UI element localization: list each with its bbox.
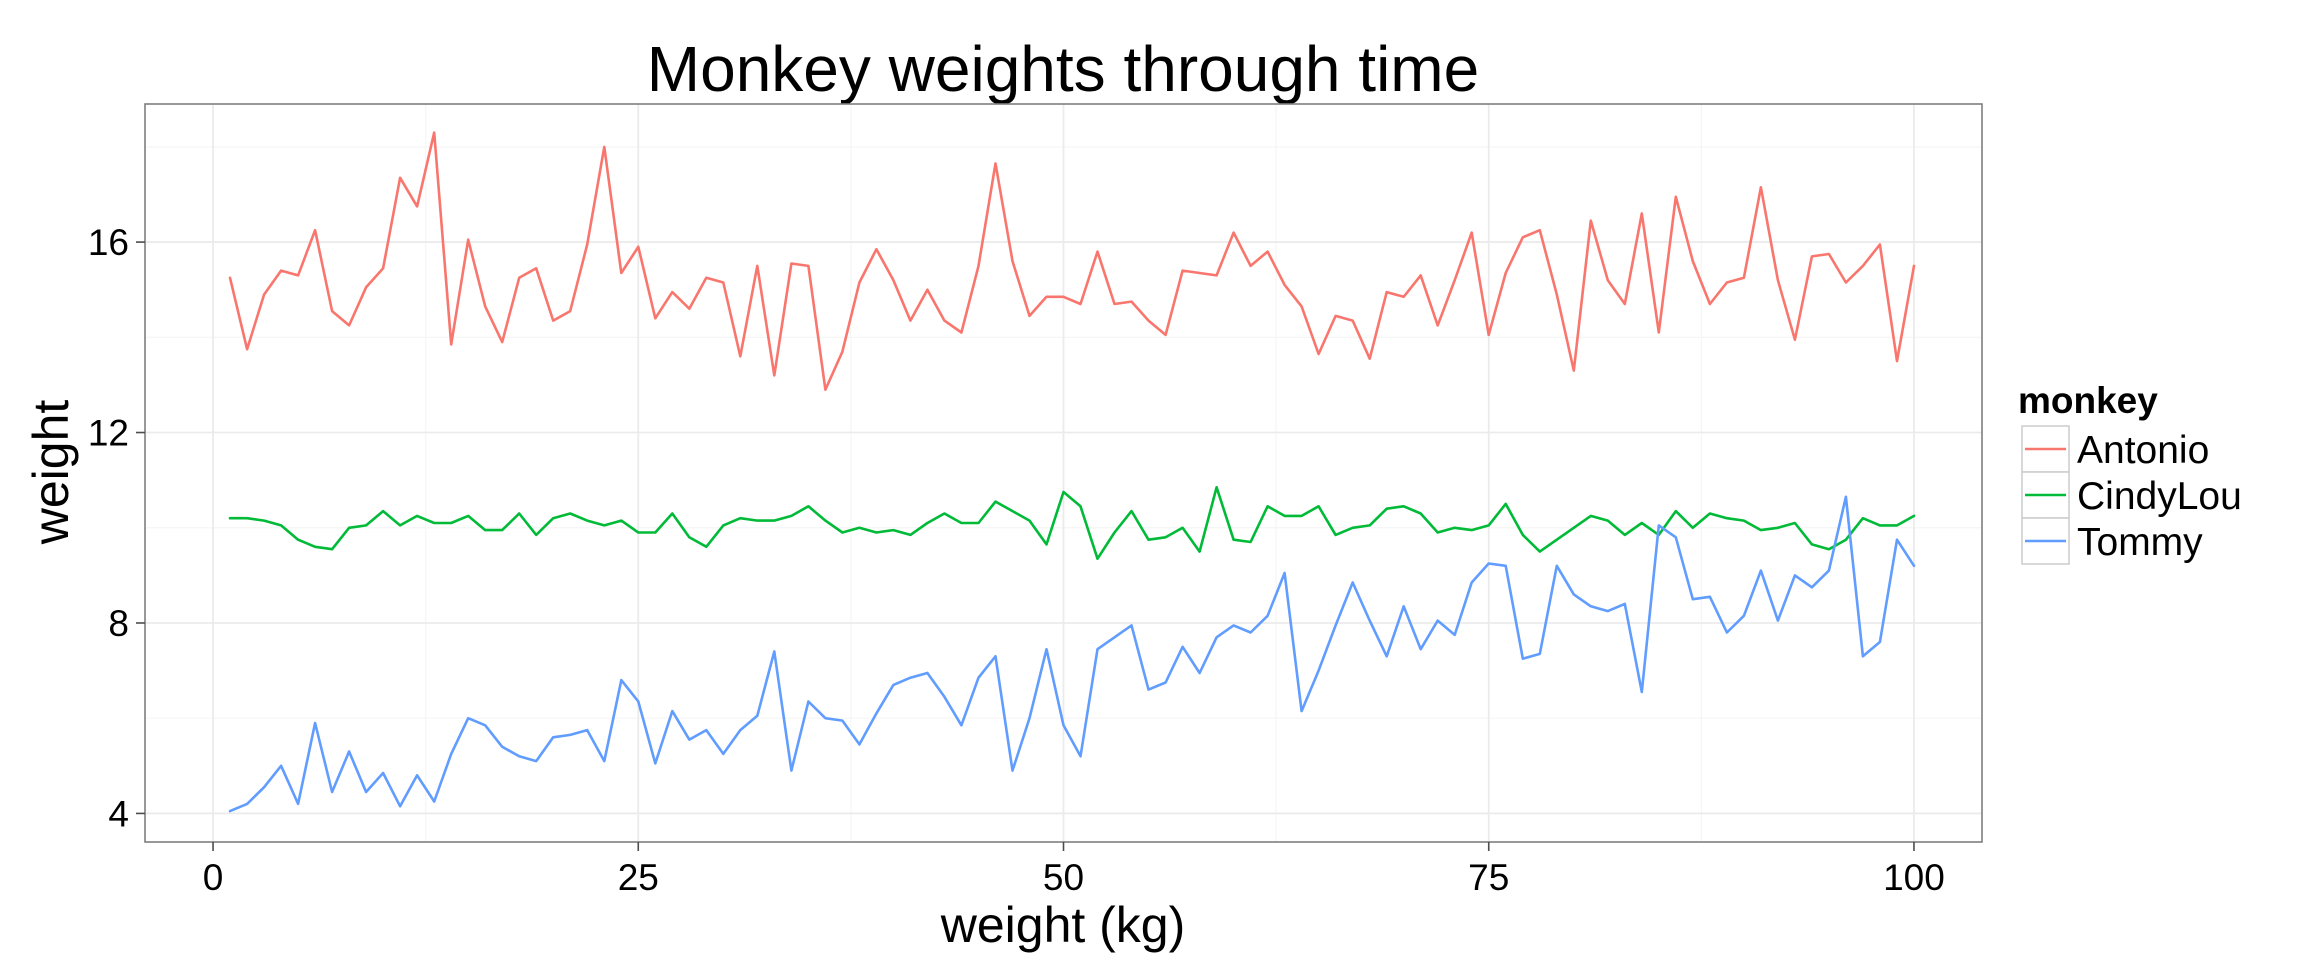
legend-label-antonio: Antonio <box>2077 429 2209 472</box>
legend-title: monkey <box>2018 380 2158 421</box>
x-tick-label: 50 <box>1043 857 1084 898</box>
x-tick-label: 75 <box>1468 857 1509 898</box>
x-axis: 0 25 50 75 100 <box>203 842 1945 898</box>
y-tick-label: 16 <box>88 222 129 263</box>
series-line-antonio <box>228 131 1916 392</box>
series-line-tommy <box>228 495 1916 813</box>
y-tick-label: 8 <box>108 603 129 644</box>
series-lines <box>228 131 1916 813</box>
plot-panel <box>144 103 1983 843</box>
series-line-cindylou <box>228 485 1916 561</box>
y-axis-label: weight <box>23 400 79 546</box>
legend-label-cindylou: CindyLou <box>2077 475 2242 518</box>
y-axis: 4 8 12 16 <box>88 222 145 834</box>
y-tick-label: 12 <box>88 413 129 454</box>
y-tick-label: 4 <box>108 793 129 834</box>
x-tick-label: 0 <box>203 857 224 898</box>
x-tick-label: 100 <box>1883 857 1945 898</box>
chart-title: Monkey weights through time <box>647 33 1479 105</box>
x-tick-label: 25 <box>618 857 659 898</box>
legend-label-tommy: Tommy <box>2077 521 2203 564</box>
x-axis-label: weight (kg) <box>940 897 1186 953</box>
